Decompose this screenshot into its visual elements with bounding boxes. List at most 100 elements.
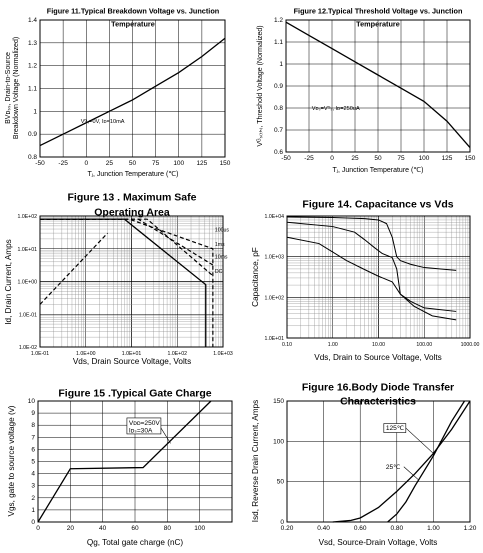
plot-frame [39, 215, 224, 348]
x-tick-label: 0.40 [317, 525, 330, 532]
series-line-5 [39, 232, 109, 305]
chart-title: Figure 11.Typical Breakdown Voltage vs. … [47, 6, 219, 15]
grid [285, 19, 471, 153]
series-line-1 [37, 400, 212, 523]
x-tick-label: 100 [419, 155, 430, 162]
x-tick-label: 1.0E+03 [213, 351, 233, 357]
x-axis-label: Qg, Total gate charge (nC) [87, 538, 184, 547]
chart-title: Figure 12.Typical Threshold Voltage vs. … [294, 6, 463, 15]
x-tick-label: 1.0E+00 [76, 351, 96, 357]
y-axis-label: Isd, Reverse Drain Current, Amps [251, 400, 260, 522]
x-axis-label: Vds, Drain to Source Voltage, Volts [314, 353, 441, 362]
chart-fig11: Figure 11.Typical Breakdown Voltage vs. … [5, 6, 231, 178]
y-tick-label: 1.0E-02 [19, 345, 37, 351]
y-tick-label: 0.8 [274, 105, 283, 112]
sweep-label: DC [215, 269, 223, 275]
y-tick-label: 0.8 [28, 154, 37, 161]
chart-title: Figure 14. Capacitance vs Vds [302, 199, 453, 211]
y-tick-label: 0 [31, 519, 35, 526]
x-axis-label: Vds, Drain Source Voltage, Volts [73, 357, 191, 366]
grid [39, 215, 224, 348]
chart-fig16: Figure 16.Body Diode TransferCharacteris… [251, 382, 477, 548]
y-tick-label: 1.3 [28, 40, 37, 47]
y-tick-label: 1.0E+01 [18, 247, 38, 253]
x-axis-label: Tⱼ, Junction Temperature (℃) [332, 167, 423, 174]
plot-frame [286, 400, 471, 523]
x-tick-label: 1.0E+02 [168, 351, 188, 357]
x-tick-label: 100 [173, 160, 184, 167]
y-tick-label: 1.0E+04 [265, 214, 285, 220]
grid [286, 215, 471, 339]
x-tick-label: 0 [84, 160, 88, 167]
series-line-3 [40, 218, 214, 277]
sweep-label: 100us [215, 227, 230, 233]
x-tick-label: 1.00 [328, 342, 338, 348]
grid [39, 19, 226, 158]
condition-box [126, 417, 162, 435]
series-line-1 [332, 400, 471, 523]
y-axis-label: Vᴳₛ₍ₜₕ₎, Threshold Voltage (Normalized) [257, 25, 264, 146]
y-tick-label: 1.1 [28, 86, 37, 93]
y-tick-label: 1.0E+03 [265, 255, 285, 261]
x-tick-label: 75 [397, 155, 405, 162]
y-axis-label: Id, Drain Current, Amps [4, 239, 13, 325]
x-tick-label: 125 [196, 160, 207, 167]
x-axis-label: Vsd, Source-Drain Voltage, Volts [319, 538, 438, 547]
y-tick-label: 5 [31, 459, 35, 466]
condition-annotation: Vᴅᴅ=250V [129, 420, 161, 427]
x-tick-label: 50 [374, 155, 382, 162]
sweep-label: 10ms [215, 255, 228, 261]
x-tick-label: 150 [465, 155, 476, 162]
y-tick-label: 3 [31, 483, 35, 490]
y-tick-label: 1.0E+01 [265, 336, 285, 342]
chart-title: Figure 15 .Typical Gate Charge [58, 388, 211, 400]
y-tick-label: 4 [31, 471, 35, 478]
y-tick-label: 0.7 [274, 127, 283, 134]
y-tick-label: 1.2 [28, 63, 37, 70]
chart-fig13: Figure 13 . Maximum Safe Operating Area 1.… [4, 192, 233, 367]
y-tick-label: 8 [31, 422, 35, 429]
y-tick-label: 2 [31, 495, 35, 502]
series-label: 25℃ [386, 464, 401, 471]
y-tick-label: 1.2 [274, 17, 283, 24]
y-axis-label: Capacitance, pF [251, 247, 260, 307]
series-line-2 [387, 400, 466, 523]
plot-frame [285, 19, 471, 153]
y-tick-label: 0.6 [274, 149, 283, 156]
chart-title: Operating Area [94, 207, 170, 219]
y-tick-label: 1 [33, 108, 37, 115]
series-line-2 [286, 221, 457, 312]
chart-fig14: Figure 14. Capacitance vs Vds 0.10 1.00 10.… [251, 199, 479, 363]
x-tick-label: 25 [351, 155, 359, 162]
y-tick-label: 10 [28, 398, 36, 405]
chart-title: Temperature [111, 19, 155, 28]
y-tick-label: 1.0E+02 [265, 295, 285, 301]
y-tick-label: 1 [279, 61, 283, 68]
chart-fig12: Figure 12.Typical Threshold Voltage vs. … [257, 6, 476, 174]
y-axis-label: Vgs, gate to source voltage (v) [7, 405, 16, 516]
x-tick-label: 125 [442, 155, 453, 162]
series-line-1 [40, 218, 214, 347]
series-line-4 [40, 218, 207, 347]
x-tick-label: 0.20 [281, 525, 294, 532]
condition-annotation: Iᴅₛ=30A [129, 427, 153, 434]
x-tick-label: 1.0E+01 [122, 351, 142, 357]
x-tick-label: 0 [330, 155, 334, 162]
x-tick-label: 75 [152, 160, 160, 167]
x-tick-label: 60 [131, 525, 139, 532]
x-tick-label: 1.20 [464, 525, 477, 532]
x-tick-label: 100.00 [416, 342, 432, 348]
y-tick-label: 1.0E+02 [18, 214, 38, 220]
leader-line [403, 466, 419, 481]
series-label: 125℃ [386, 425, 405, 432]
x-tick-label: 100 [194, 525, 205, 532]
x-tick-label: 0.10 [282, 342, 292, 348]
series-line-1 [39, 37, 226, 147]
chart-title: Figure 16.Body Diode Transfer [302, 382, 454, 394]
x-tick-label: 1.00 [427, 525, 440, 532]
y-axis-label: BVᴅₛₛ, Drain-to-Source [5, 52, 12, 124]
x-tick-label: 80 [164, 525, 172, 532]
leader-line [405, 427, 434, 454]
